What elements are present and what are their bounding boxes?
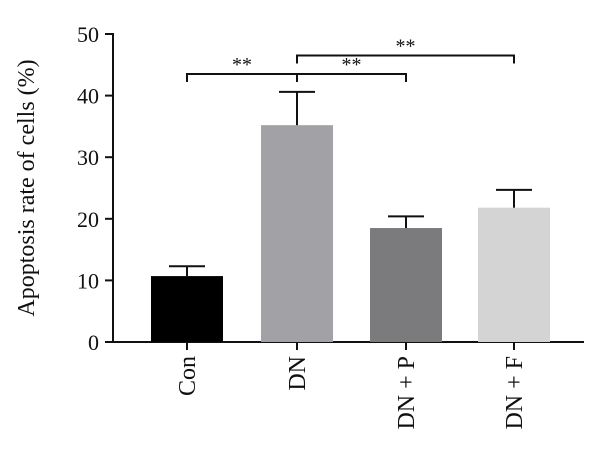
x-axis: Con DN DN + P DN + F bbox=[112, 341, 584, 430]
y-tick-label: 50 bbox=[77, 22, 99, 47]
bars bbox=[151, 125, 550, 342]
significance-bracket bbox=[296, 73, 407, 83]
x-tick-label: Con bbox=[175, 356, 201, 396]
y-tick-label: 20 bbox=[77, 207, 99, 232]
x-tick-label: DN + F bbox=[502, 356, 528, 430]
y-tick-label: 30 bbox=[77, 145, 99, 170]
error-bars bbox=[169, 90, 532, 277]
significance-bracket bbox=[296, 54, 515, 64]
x-tick-label: DN + P bbox=[394, 356, 420, 430]
bar-dn-f bbox=[478, 207, 550, 342]
bar-dn-p bbox=[370, 228, 442, 342]
significance-label: ** bbox=[232, 54, 252, 76]
bar-con bbox=[151, 276, 223, 342]
x-tick-label: DN bbox=[285, 356, 311, 391]
y-axis-title: Apoptosis rate of cells (%) bbox=[14, 59, 40, 316]
y-axis: 0 10 20 30 40 50 bbox=[77, 22, 114, 355]
y-tick-label: 10 bbox=[77, 268, 99, 293]
y-tick-label: 40 bbox=[77, 84, 99, 109]
bar-dn bbox=[261, 125, 333, 342]
significance-label: ** bbox=[342, 54, 362, 76]
significance-label: ** bbox=[396, 36, 416, 58]
significance-brackets: ** ** ** bbox=[186, 36, 515, 83]
y-tick-label: 0 bbox=[88, 330, 99, 355]
